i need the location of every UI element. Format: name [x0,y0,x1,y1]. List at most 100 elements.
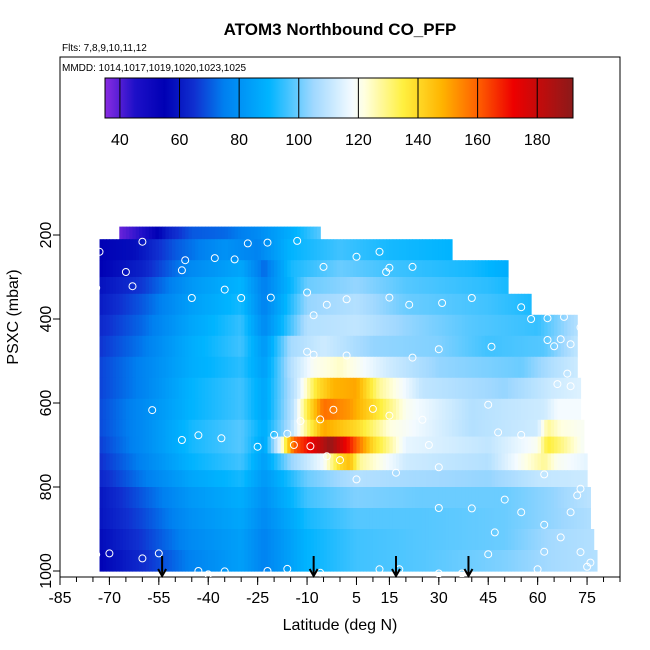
heatmap-cell [570,529,575,551]
heatmap-cell [356,335,361,358]
heatmap-cell [593,550,598,572]
heatmap-cell [396,529,400,551]
heatmap-cell [129,529,134,551]
heatmap-cell [461,436,466,454]
sample-point [230,255,239,264]
heatmap-cell [109,239,114,261]
heatmap-cell [116,550,120,572]
heatmap-cell [244,356,249,379]
heatmap-cell [494,335,499,358]
heatmap-cell [165,356,170,379]
heatmap-cell [396,277,400,295]
heatmap-cell [422,239,427,261]
heatmap-cell [422,293,427,316]
heatmap-cell [428,550,433,572]
heatmap-cell [547,335,552,358]
heatmap-cell [254,239,259,261]
heatmap-cell [540,487,545,509]
heatmap-cell [475,453,479,471]
heatmap-cell [224,314,229,337]
heatmap-cell [468,436,473,454]
heatmap-cell [448,260,453,278]
heatmap-cell [475,356,479,379]
heatmap-cell [425,419,430,438]
heatmap-cell [185,550,190,572]
heatmap-cell [122,293,127,316]
heatmap-cell [221,529,226,551]
heatmap-cell [465,487,470,509]
heatmap-cell [195,314,199,337]
heatmap-cell [567,550,572,572]
heatmap-cell [399,550,404,572]
heatmap-cell [274,398,279,421]
heatmap-cell [234,260,239,278]
heatmap-cell [139,293,143,316]
sample-point [177,266,186,275]
heatmap-cell [221,314,226,337]
heatmap-cell [550,470,555,488]
heatmap-cell [379,398,384,421]
sample-point [408,353,417,362]
heatmap-cell [224,377,229,400]
heatmap-cell [422,487,427,509]
heatmap-cell [508,377,512,400]
heatmap-cell [494,293,499,316]
heatmap-cell [372,508,377,530]
heatmap-cell [330,453,335,471]
heatmap-cell [264,470,269,488]
sample-point [566,340,575,349]
heatmap-cell [333,335,338,358]
heatmap-cell [564,550,568,572]
heatmap-cell [508,487,512,509]
heatmap-cell [573,314,578,337]
heatmap-cell [415,550,420,572]
heatmap-cell [267,226,272,240]
heatmap-cell [313,226,318,240]
heatmap-cell [148,487,153,509]
heatmap-cell [478,508,483,530]
heatmap-cell [540,470,545,488]
heatmap-cell [284,419,288,438]
heatmap-cell [349,398,354,421]
heatmap-cell [435,453,440,471]
heatmap-cell [419,293,423,316]
heatmap-cell [241,377,246,400]
heatmap-cell [181,508,186,530]
heatmap-cell [237,293,242,316]
heatmap-cell [353,335,358,358]
heatmap-cell [307,508,311,530]
heatmap-cell [511,398,516,421]
heatmap-cell [208,398,213,421]
heatmap-cell [468,335,473,358]
heatmap-cell [214,314,219,337]
heatmap-cell [274,508,279,530]
heatmap-cell [547,314,552,337]
heatmap-cell [287,239,292,261]
heatmap-cell [211,470,216,488]
heatmap-cell [307,529,311,551]
heatmap-cell [557,470,562,488]
heatmap-cell [372,550,377,572]
heatmap-cell [129,226,134,240]
heatmap-cell [218,335,223,358]
heatmap-cell [201,550,206,572]
heatmap-cell [277,436,282,454]
heatmap-cell [237,356,242,379]
heatmap-cell [340,508,344,530]
heatmap-cell [188,453,193,471]
heatmap-cell [303,398,308,421]
sample-point [533,565,542,574]
heatmap-cell [214,293,219,316]
heatmap-cell [260,487,265,509]
heatmap-cell [277,277,282,295]
heatmap-cell [277,293,282,316]
heatmap-cell [521,436,526,454]
heatmap-cell [379,314,384,337]
heatmap-cell [521,508,526,530]
heatmap-cell [260,398,265,421]
heatmap-cell [178,436,183,454]
heatmap-cell [343,293,348,316]
heatmap-cell [300,314,305,337]
heatmap-cell [145,453,150,471]
heatmap-cell [349,277,354,295]
